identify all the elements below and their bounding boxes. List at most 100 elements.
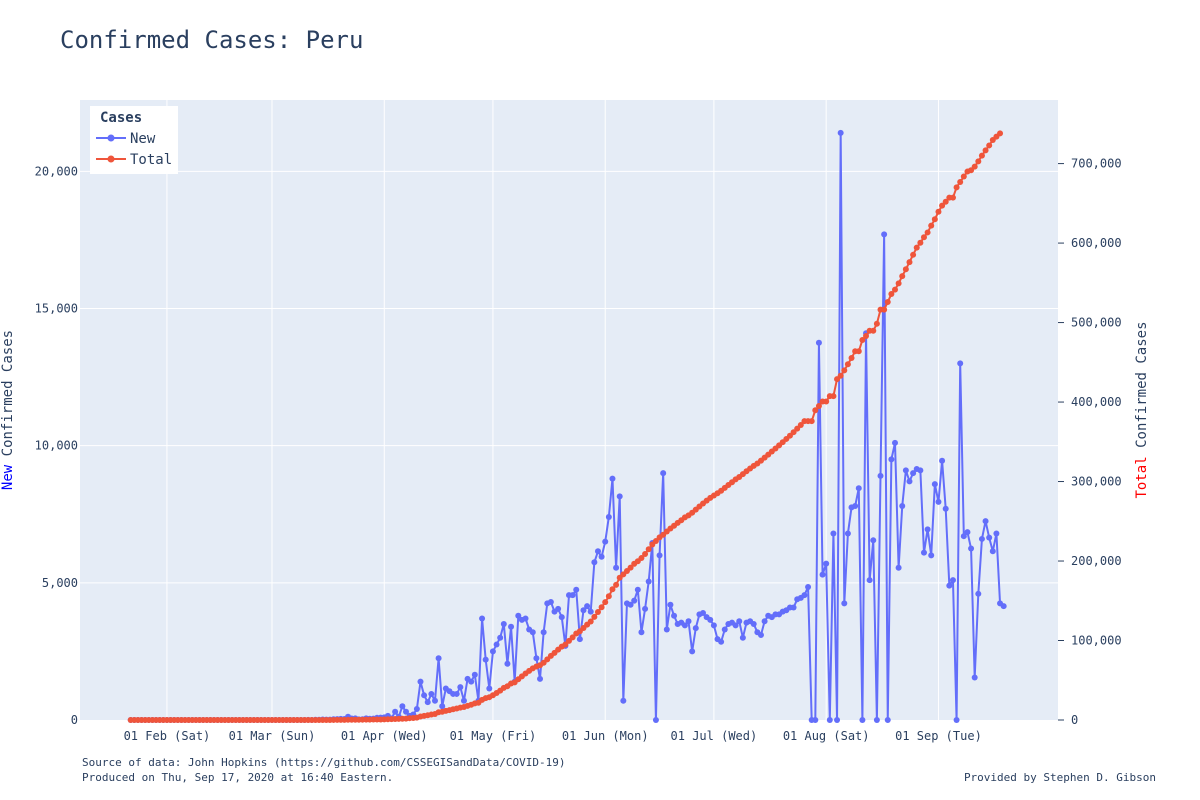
data-point-new — [584, 603, 591, 610]
data-point-total — [873, 320, 880, 327]
footer-source: Source of data: John Hopkins (https://gi… — [82, 756, 566, 769]
data-point-new — [555, 605, 562, 612]
data-point-total — [645, 546, 652, 553]
data-point-new — [960, 533, 967, 540]
data-point-total — [931, 216, 938, 223]
y-right-label-rest: Confirmed Cases — [1134, 321, 1150, 456]
grid-lines — [80, 100, 1058, 720]
data-point-new — [884, 717, 891, 723]
data-point-new — [413, 706, 420, 713]
data-point-total — [978, 152, 985, 159]
data-point-new — [428, 690, 435, 697]
data-point-new — [700, 610, 707, 617]
data-point-total — [815, 403, 822, 410]
data-point-new — [892, 439, 898, 446]
data-point-new — [721, 626, 728, 633]
y-right-axis-ticks: 0 100,000 200,000 300,000 400,000 500,000 600,… — [1058, 157, 1122, 727]
data-point-new — [942, 505, 949, 512]
data-point-total — [939, 202, 946, 209]
x-tick-label: 01 Sep (Tue) — [895, 729, 982, 743]
legend-item-total[interactable]: Total — [96, 152, 172, 168]
data-point-total — [902, 266, 909, 273]
legend-title: Cases — [100, 110, 142, 126]
data-point-total — [797, 422, 804, 429]
y-right-tick-label: 600,000 — [1071, 236, 1122, 250]
data-point-total — [587, 618, 594, 625]
data-point-new — [935, 498, 942, 505]
data-point-new — [739, 634, 746, 641]
data-point-new — [801, 592, 808, 599]
data-point-new — [403, 708, 409, 715]
chart-title: Confirmed Cases: Peru — [60, 26, 364, 54]
footer-credit: Provided by Stephen D. Gibson — [963, 771, 1156, 784]
x-tick-label: 01 Mar (Sun) — [229, 729, 316, 743]
data-point-new — [431, 697, 438, 704]
data-point-new — [685, 618, 692, 625]
data-point-total — [642, 551, 649, 558]
legend-item-new[interactable]: New — [96, 131, 156, 147]
data-point-new — [946, 582, 953, 589]
data-point-new — [732, 622, 739, 629]
data-point-new — [482, 656, 489, 663]
y-left-axis-ticks: 0 5,000 10,000 15,000 20,000 — [35, 164, 78, 727]
data-point-new — [931, 481, 938, 488]
plot-background — [80, 100, 1058, 720]
data-point-total — [598, 604, 605, 611]
y-left-tick-label: 0 — [71, 713, 78, 727]
data-point-total — [892, 286, 898, 293]
data-point-new — [917, 467, 924, 474]
data-point-total — [627, 564, 634, 571]
data-point-total — [935, 208, 942, 215]
data-point-total — [863, 332, 870, 339]
legend-total-label: Total — [130, 152, 172, 168]
data-point-new — [587, 608, 594, 615]
data-point-new — [841, 600, 848, 607]
data-point-new — [968, 545, 975, 552]
data-point-new — [710, 622, 717, 629]
data-point-new — [421, 692, 428, 699]
data-point-new — [895, 564, 902, 571]
data-point-total — [841, 367, 848, 374]
y-left-tick-label: 20,000 — [35, 164, 78, 178]
data-point-new — [978, 535, 985, 542]
data-point-new — [515, 612, 522, 619]
y-right-tick-label: 200,000 — [1071, 554, 1122, 568]
data-point-new — [479, 615, 486, 622]
data-point-new — [667, 601, 674, 608]
data-point-new — [460, 697, 467, 704]
data-point-total — [895, 280, 902, 287]
data-point-total — [899, 273, 906, 280]
data-point-new — [627, 601, 634, 608]
data-point-total — [613, 581, 620, 588]
data-point-new — [989, 548, 996, 555]
data-point-new — [598, 553, 605, 560]
y-left-label-prefix: New — [0, 464, 16, 490]
data-point-new — [692, 625, 699, 632]
data-point-new — [609, 475, 616, 482]
data-point-new — [812, 717, 819, 723]
data-point-total — [594, 608, 601, 615]
data-point-new — [616, 493, 623, 500]
data-point-new — [652, 717, 659, 723]
data-point-new — [964, 529, 971, 536]
data-point-new — [504, 660, 511, 667]
data-point-total — [928, 222, 935, 229]
data-point-new — [975, 590, 982, 597]
legend[interactable]: Cases New Total — [90, 106, 178, 174]
data-point-new — [823, 560, 830, 567]
data-point-new — [888, 456, 895, 463]
data-point-new — [471, 671, 478, 678]
data-point-total — [924, 229, 931, 236]
data-point-total — [913, 244, 920, 251]
data-point-new — [881, 231, 888, 238]
y-right-label-prefix: Total — [1134, 456, 1150, 498]
y-left-label-rest: Confirmed Cases — [0, 330, 16, 465]
legend-total-marker — [107, 155, 115, 163]
data-point-new — [982, 518, 989, 525]
data-point-new — [805, 583, 812, 590]
data-point-new — [924, 526, 931, 533]
y-left-tick-label: 5,000 — [42, 576, 78, 590]
data-point-total — [859, 337, 866, 344]
data-point-new — [522, 615, 529, 622]
